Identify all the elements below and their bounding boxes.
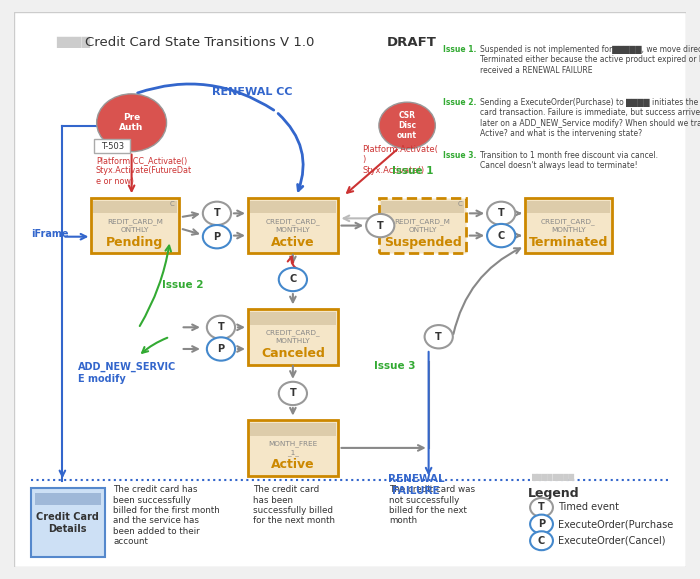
Text: iFrame: iFrame — [31, 229, 69, 239]
Text: C: C — [498, 230, 505, 241]
Text: Platform.Activate(
)
Styx.Activate(): Platform.Activate( ) Styx.Activate() — [362, 145, 438, 175]
Text: ████: ████ — [56, 36, 90, 47]
Text: REDIT_CARD_M: REDIT_CARD_M — [107, 218, 163, 225]
FancyBboxPatch shape — [381, 201, 464, 213]
Text: Suspended is not implemented for█████, we move directly from Active to
Terminate: Suspended is not implemented for█████, w… — [480, 45, 700, 75]
FancyBboxPatch shape — [91, 198, 178, 254]
Text: Disc: Disc — [398, 121, 416, 130]
Text: Terminated: Terminated — [528, 236, 608, 249]
Circle shape — [487, 201, 515, 225]
Text: Canceled: Canceled — [261, 347, 325, 360]
Circle shape — [530, 498, 553, 517]
FancyBboxPatch shape — [94, 140, 130, 153]
Text: Issue 1.: Issue 1. — [442, 45, 479, 54]
Text: Issue 2: Issue 2 — [162, 280, 203, 290]
Circle shape — [279, 268, 307, 291]
Text: Pre: Pre — [123, 113, 140, 122]
Text: RENEWAL CC: RENEWAL CC — [212, 87, 293, 97]
Text: Transition to 1 month free discount via cancel.
Cancel doesn't always lead to te: Transition to 1 month free discount via … — [480, 151, 658, 170]
FancyBboxPatch shape — [248, 420, 338, 476]
Circle shape — [366, 214, 394, 237]
Circle shape — [379, 102, 435, 149]
Text: Pending: Pending — [106, 236, 164, 249]
Circle shape — [530, 532, 553, 550]
Text: T: T — [377, 221, 384, 230]
Text: RENEWAL
FAILURE: RENEWAL FAILURE — [388, 474, 444, 496]
Text: CSR: CSR — [398, 111, 416, 120]
FancyBboxPatch shape — [35, 493, 101, 505]
Text: Platform.CC_Activate()
Styx.Activate(FutureDat
e or now): Platform.CC_Activate() Styx.Activate(Fut… — [96, 156, 192, 186]
Circle shape — [425, 325, 453, 349]
Text: CREDIT_CARD_: CREDIT_CARD_ — [541, 218, 596, 225]
Text: CREDIT_CARD_: CREDIT_CARD_ — [265, 218, 320, 225]
Text: CREDIT_CARD_: CREDIT_CARD_ — [265, 329, 320, 336]
Circle shape — [203, 201, 231, 225]
Text: The credit card was
not successfully
billed for the next
month: The credit card was not successfully bil… — [389, 485, 475, 525]
Text: Timed event: Timed event — [559, 503, 620, 512]
Text: MONTH_FREE: MONTH_FREE — [268, 440, 318, 447]
Text: ExecuteOrder(Cancel): ExecuteOrder(Cancel) — [559, 536, 666, 546]
Text: ONTHLY: ONTHLY — [121, 227, 149, 233]
Text: T: T — [290, 389, 296, 398]
Circle shape — [97, 94, 167, 152]
Text: Issue 3: Issue 3 — [374, 361, 415, 371]
Text: P: P — [214, 232, 220, 241]
Text: Issue 2.: Issue 2. — [442, 98, 479, 107]
FancyBboxPatch shape — [249, 312, 336, 324]
Text: P: P — [538, 519, 545, 529]
Text: ExecuteOrder(Purchase: ExecuteOrder(Purchase — [559, 519, 673, 529]
FancyBboxPatch shape — [248, 198, 338, 254]
FancyBboxPatch shape — [379, 198, 466, 254]
Text: MONTHLY: MONTHLY — [276, 338, 310, 344]
Text: T: T — [435, 332, 442, 342]
Text: Issue 3.: Issue 3. — [442, 151, 479, 160]
Text: Legend: Legend — [528, 487, 580, 500]
Text: REDIT_CARD_M: REDIT_CARD_M — [395, 218, 451, 225]
Text: ████████: ████████ — [531, 474, 575, 481]
Text: C: C — [458, 200, 462, 207]
Text: T: T — [218, 323, 225, 332]
Text: MONTHLY: MONTHLY — [551, 227, 586, 233]
Text: MONTHLY: MONTHLY — [276, 227, 310, 233]
Text: C: C — [538, 536, 545, 546]
Text: _1_: _1_ — [287, 449, 299, 456]
Text: T: T — [214, 208, 220, 218]
Circle shape — [279, 382, 307, 405]
FancyBboxPatch shape — [249, 201, 336, 213]
Text: C: C — [170, 200, 174, 207]
Text: Issue 1: Issue 1 — [392, 166, 433, 176]
Text: The credit card
has been
successfully billed
for the next month: The credit card has been successfully bi… — [253, 485, 335, 525]
Circle shape — [530, 515, 553, 533]
FancyBboxPatch shape — [31, 488, 106, 557]
Text: T-503: T-503 — [101, 142, 124, 151]
FancyBboxPatch shape — [248, 309, 338, 365]
FancyBboxPatch shape — [93, 201, 176, 213]
FancyBboxPatch shape — [526, 201, 610, 213]
Text: The credit card has
been successfully
billed for the first month
and the service: The credit card has been successfully bi… — [113, 485, 220, 546]
Text: Auth: Auth — [120, 123, 144, 132]
Text: P: P — [218, 344, 225, 354]
Text: T: T — [538, 503, 545, 512]
Text: ONTHLY: ONTHLY — [408, 227, 437, 233]
Text: DRAFT: DRAFT — [387, 36, 437, 49]
Text: Active: Active — [271, 458, 315, 471]
Circle shape — [207, 316, 235, 339]
Text: Sending a ExecuteOrder(Purchase) to ████ initiates the first credit
card transac: Sending a ExecuteOrder(Purchase) to ████… — [480, 98, 700, 138]
Circle shape — [203, 225, 231, 248]
Text: Active: Active — [271, 236, 315, 249]
Text: Credit Card
Details: Credit Card Details — [36, 512, 99, 534]
FancyBboxPatch shape — [14, 12, 686, 567]
Circle shape — [207, 338, 235, 361]
FancyBboxPatch shape — [249, 423, 336, 435]
Circle shape — [487, 224, 515, 247]
Text: Suspended: Suspended — [384, 236, 461, 249]
Text: Credit Card State Transitions V 1.0: Credit Card State Transitions V 1.0 — [85, 36, 318, 49]
Text: ount: ount — [397, 131, 417, 140]
Text: T: T — [498, 208, 505, 218]
Text: C: C — [289, 274, 297, 284]
FancyBboxPatch shape — [525, 198, 612, 254]
Text: ADD_NEW_SERVIC
E modify: ADD_NEW_SERVIC E modify — [78, 362, 176, 384]
